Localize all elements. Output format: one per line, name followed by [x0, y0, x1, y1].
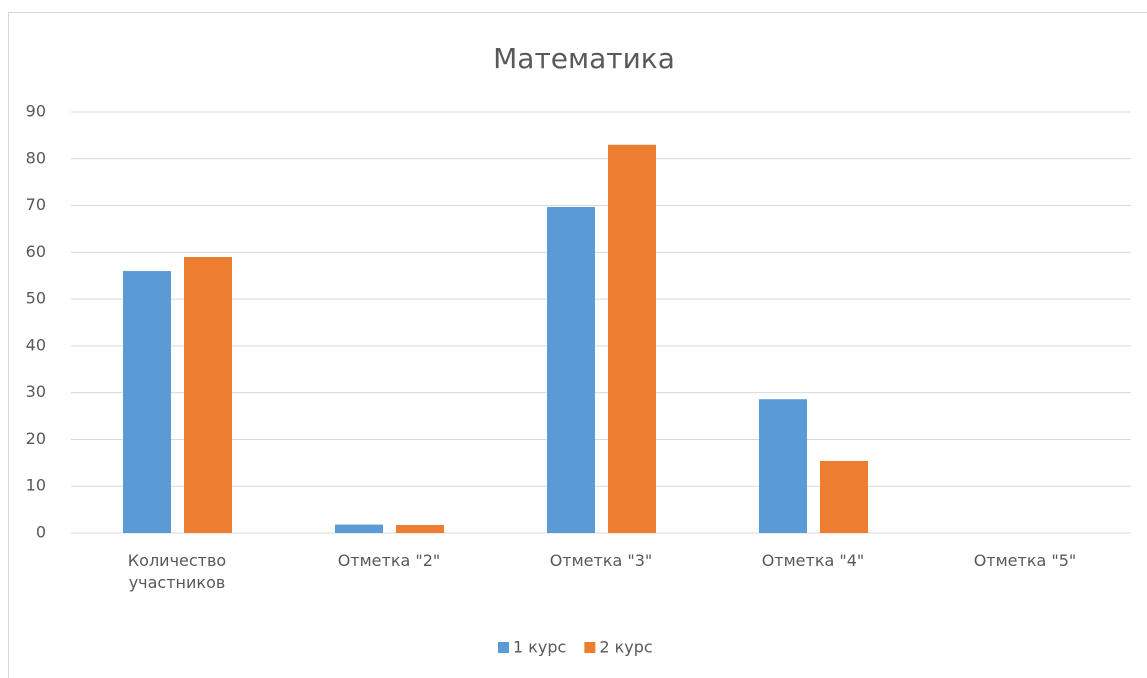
x-tick-label: Отметка "5" [973, 551, 1077, 570]
x-tick-label: Отметка "4" [761, 551, 865, 570]
bar [396, 525, 444, 533]
legend-swatch [584, 642, 596, 653]
y-tick-label: 0 [36, 523, 46, 542]
y-tick-label: 20 [26, 429, 46, 448]
y-tick-label: 40 [26, 335, 46, 354]
bar [184, 257, 232, 533]
x-tick-label: Отметка "3" [549, 551, 653, 570]
bar [759, 399, 807, 533]
bar [547, 206, 595, 533]
bar [820, 460, 868, 533]
y-tick-label: 50 [26, 289, 46, 308]
y-tick-label: 30 [26, 382, 46, 401]
chart-border [8, 12, 1147, 678]
bar [335, 524, 383, 533]
y-tick-label: 10 [26, 476, 46, 495]
x-tick-label: Отметка "2" [337, 551, 441, 570]
y-tick-label: 90 [26, 102, 46, 121]
legend-label: 1 курс [513, 638, 566, 657]
x-tick-label: Количество участников [127, 551, 227, 592]
y-tick-label: 80 [26, 148, 46, 167]
legend-label: 2 курс [599, 638, 652, 657]
bar [608, 144, 656, 533]
y-tick-label: 70 [26, 195, 46, 214]
y-tick-label: 60 [26, 242, 46, 261]
bar [123, 271, 171, 533]
legend-swatch [498, 642, 509, 653]
chart-title: Математика [493, 42, 675, 75]
